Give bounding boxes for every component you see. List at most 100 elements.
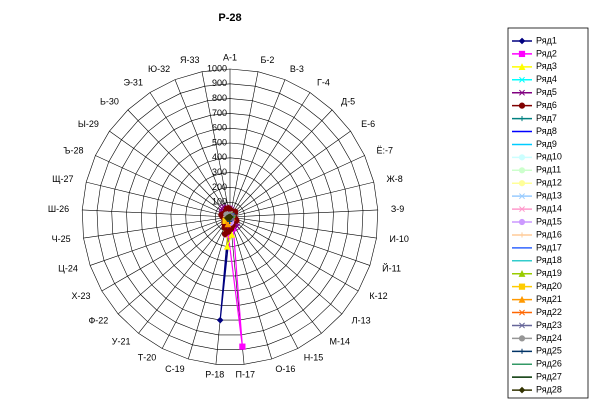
spoke [229,216,370,266]
legend-label: Ряд3 [536,61,557,71]
r-tick-label: 1000 [207,63,227,73]
spoke [229,71,259,218]
category-label: О-16 [275,364,295,374]
spoke [117,216,231,315]
marker [519,309,525,316]
r-tick-label: 300 [212,167,227,177]
spoke [95,155,231,218]
category-label: Ъ-28 [63,145,83,155]
grid-ring [111,98,349,336]
marker [518,63,526,70]
r-tick-label: 200 [212,182,227,192]
chart-title: Р-28 [218,12,241,24]
category-label: Ш-26 [48,204,69,214]
legend-label: Ряд17 [536,242,562,252]
legend-label: Ряд10 [536,152,562,162]
marker [518,386,526,394]
spoke [174,79,231,218]
category-label: Ж-8 [386,174,402,184]
spoke [229,216,299,349]
spoke [229,79,286,218]
category-label: Р-18 [205,370,224,380]
spoke [90,216,231,266]
spoke [109,130,231,218]
category-label: З-9 [391,204,404,214]
category-label: Ф-22 [88,315,108,325]
spoke [161,216,231,349]
r-tick-label: 500 [212,137,227,147]
legend-label: Ряд20 [536,281,562,291]
category-label: Д-5 [341,96,355,106]
category-label: Г-4 [317,78,330,88]
grid-ring [96,83,364,350]
legend-label: Ряд26 [536,359,562,369]
marker [519,89,525,96]
category-label: Ы-29 [78,119,99,129]
marker [519,76,525,83]
marker [518,218,526,226]
legend-label: Ряд16 [536,229,562,239]
spoke [229,92,311,218]
category-label: Б-2 [260,55,274,65]
legend-label: Ряд7 [536,113,557,123]
marker [224,220,232,228]
spoke [229,209,378,218]
legend-label: Ряд2 [536,48,557,58]
grid-ring [170,157,290,277]
legend-label: Ряд11 [536,165,561,175]
marker [519,115,525,122]
marker [518,270,526,277]
category-label: Ю-32 [148,64,170,74]
grid-ring [155,142,305,292]
category-label: Л-13 [352,315,371,325]
marker [228,230,236,238]
legend-label: Ряд28 [536,384,562,394]
grid-ring [81,68,379,365]
category-label: Ь-30 [100,96,119,106]
category-label: Я-33 [180,55,200,65]
legend-label: Ряд13 [536,191,562,201]
category-label: В-3 [290,64,304,74]
r-tick-label: 700 [212,108,227,118]
spoke [82,209,231,218]
legend-label: Ряд6 [536,100,557,110]
category-label: Э-31 [123,78,142,88]
legend-label: Ряд19 [536,268,562,278]
marker [518,335,526,342]
marker [239,343,246,350]
category-label: П-17 [236,370,255,380]
category-label: Й-11 [382,262,401,273]
grid-ring [185,172,275,262]
legend-label: Ряд22 [536,307,562,317]
category-label: И-10 [389,234,408,244]
marker [223,242,231,250]
spoke [149,92,231,218]
legend-label: Ряд15 [536,216,562,226]
spoke [138,216,231,334]
category-label: Е-6 [361,119,375,129]
category-label: М-14 [330,336,351,346]
legend-label: Ряд12 [536,178,562,188]
marker [518,154,526,161]
legend-label: Ряд14 [536,203,562,213]
legend-label: Ряд25 [536,346,562,356]
grid-ring [140,127,320,306]
r-tick-label: 400 [212,152,227,162]
spoke [229,216,359,292]
marker [216,316,224,324]
marker [518,283,526,290]
spoke [188,216,231,360]
marker [519,348,525,354]
marker [518,102,526,109]
marker [226,213,234,221]
category-label: У-21 [112,336,131,346]
spoke [229,216,272,360]
category-label: Ч-25 [52,234,71,244]
legend-label: Ряд5 [536,87,557,97]
category-label: Щ-27 [52,174,73,184]
legend-label: Ряд9 [536,139,557,149]
marker [519,206,525,213]
marker [518,50,526,58]
grid-ring [126,113,334,321]
category-label: Т-20 [138,353,157,363]
